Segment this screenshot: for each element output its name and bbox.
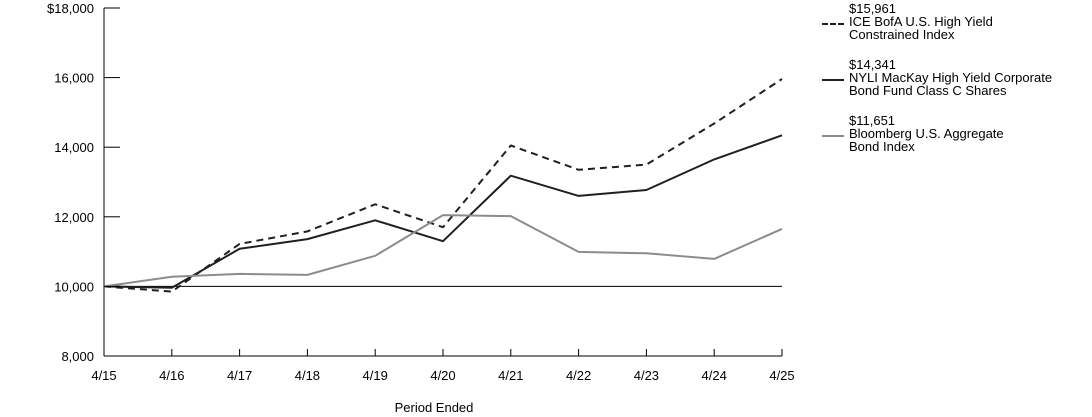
x-tick-label: 4/17 <box>227 368 252 383</box>
legend-item-bloomberg: $11,651 Bloomberg U.S. Aggregate Bond In… <box>820 114 1090 170</box>
y-tick-label: 12,000 <box>54 210 94 225</box>
y-tick-label: 10,000 <box>54 279 94 294</box>
legend-end-value: $14,341 <box>849 57 896 72</box>
legend-end-value: $11,651 <box>849 113 896 128</box>
x-tick-label: 4/25 <box>769 368 794 383</box>
legend-swatch-solid-gray-icon <box>822 135 844 137</box>
legend-series-name-line: Constrained Index <box>849 27 955 42</box>
series-line-1 <box>103 134 783 289</box>
x-tick-label: 4/16 <box>159 368 184 383</box>
legend-series-name-line: Bloomberg U.S. Aggregate <box>849 126 1004 141</box>
series-line-0 <box>103 78 783 293</box>
chart-legend: $15,961 ICE BofA U.S. High Yield Constra… <box>820 2 1090 170</box>
x-tick-label: 4/15 <box>91 368 116 383</box>
x-tick-label: 4/21 <box>498 368 523 383</box>
x-tick-label: 4/24 <box>702 368 727 383</box>
plot-area <box>103 78 783 293</box>
legend-swatch-dashed-icon <box>822 23 844 25</box>
x-axis-ticks: 4/15 4/16 4/17 4/18 4/19 4/20 4/21 4/22 4/23 4/24… <box>91 349 795 383</box>
legend-item-nyli-fund: $14,341 NYLI MacKay High Yield Corporate… <box>820 58 1090 114</box>
x-tick-label: 4/18 <box>295 368 320 383</box>
legend-series-name-line: Bond Fund Class C Shares <box>849 83 1007 98</box>
legend-series-name-line: NYLI MacKay High Yield Corporate <box>849 70 1053 85</box>
x-tick-label: 4/19 <box>363 368 388 383</box>
x-tick-label: 4/20 <box>430 368 455 383</box>
x-axis-title: Period Ended <box>395 400 474 415</box>
chart-axes <box>103 8 782 357</box>
y-tick-label: 16,000 <box>54 71 94 86</box>
x-tick-label: 4/22 <box>566 368 591 383</box>
y-tick-label: $18,000 <box>47 1 94 16</box>
y-tick-label: 8,000 <box>61 349 94 364</box>
series-line-2 <box>103 214 783 288</box>
legend-series-name-line: ICE BofA U.S. High Yield <box>849 14 993 29</box>
y-axis-ticks: 8,000 10,000 12,000 14,000 16,000 $18,000 <box>47 1 120 364</box>
x-tick-label: 4/23 <box>634 368 659 383</box>
line-chart: 4/15 4/16 4/17 4/18 4/19 4/20 4/21 4/22 4/23 4/24… <box>47 1 795 415</box>
legend-item-ice-bofa: $15,961 ICE BofA U.S. High Yield Constra… <box>820 2 1090 58</box>
y-tick-label: 14,000 <box>54 140 94 155</box>
legend-series-name-line: Bond Index <box>849 139 915 154</box>
legend-swatch-solid-dark-icon <box>822 79 844 81</box>
legend-end-value: $15,961 <box>849 1 896 16</box>
